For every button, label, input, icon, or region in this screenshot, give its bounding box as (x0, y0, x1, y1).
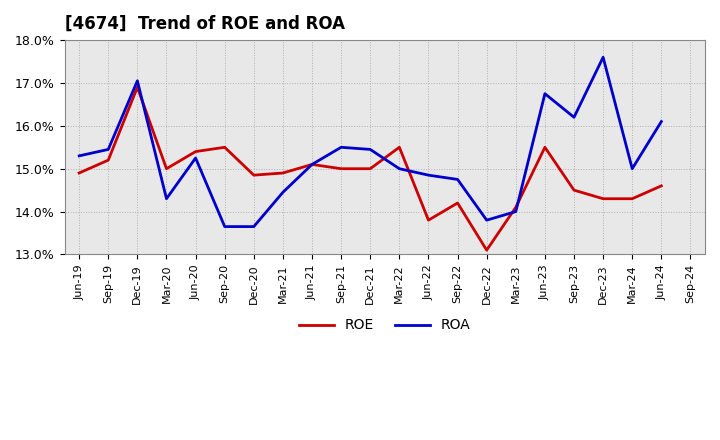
ROE (337, 166, 346, 171)
ROA (75, 153, 84, 158)
ROE (250, 172, 258, 178)
ROA (628, 166, 636, 171)
Text: [4674]  Trend of ROE and ROA: [4674] Trend of ROE and ROA (65, 15, 345, 33)
ROA (337, 145, 346, 150)
ROA (192, 155, 200, 161)
ROA (657, 119, 666, 124)
ROE (279, 170, 287, 176)
ROA (599, 55, 608, 60)
ROA (511, 209, 520, 214)
ROE (570, 187, 578, 193)
ROA (279, 190, 287, 195)
Line: ROE: ROE (79, 87, 662, 250)
ROA (395, 166, 404, 171)
ROE (541, 145, 549, 150)
ROA (570, 115, 578, 120)
ROA (307, 162, 316, 167)
ROE (628, 196, 636, 202)
ROA (133, 78, 142, 84)
Legend: ROE, ROA: ROE, ROA (294, 312, 476, 337)
ROA (162, 196, 171, 202)
ROE (133, 84, 142, 90)
ROE (395, 145, 404, 150)
ROE (424, 217, 433, 223)
ROA (541, 91, 549, 96)
ROE (511, 205, 520, 210)
ROE (366, 166, 374, 171)
ROE (599, 196, 608, 202)
ROA (366, 147, 374, 152)
ROE (162, 166, 171, 171)
ROE (75, 170, 84, 176)
ROE (482, 248, 491, 253)
ROA (482, 217, 491, 223)
ROA (220, 224, 229, 229)
ROA (454, 177, 462, 182)
ROE (307, 162, 316, 167)
ROA (250, 224, 258, 229)
ROA (104, 147, 112, 152)
Line: ROA: ROA (79, 57, 662, 227)
ROE (104, 158, 112, 163)
ROE (657, 183, 666, 188)
ROE (454, 200, 462, 205)
ROE (220, 145, 229, 150)
ROA (424, 172, 433, 178)
ROE (192, 149, 200, 154)
